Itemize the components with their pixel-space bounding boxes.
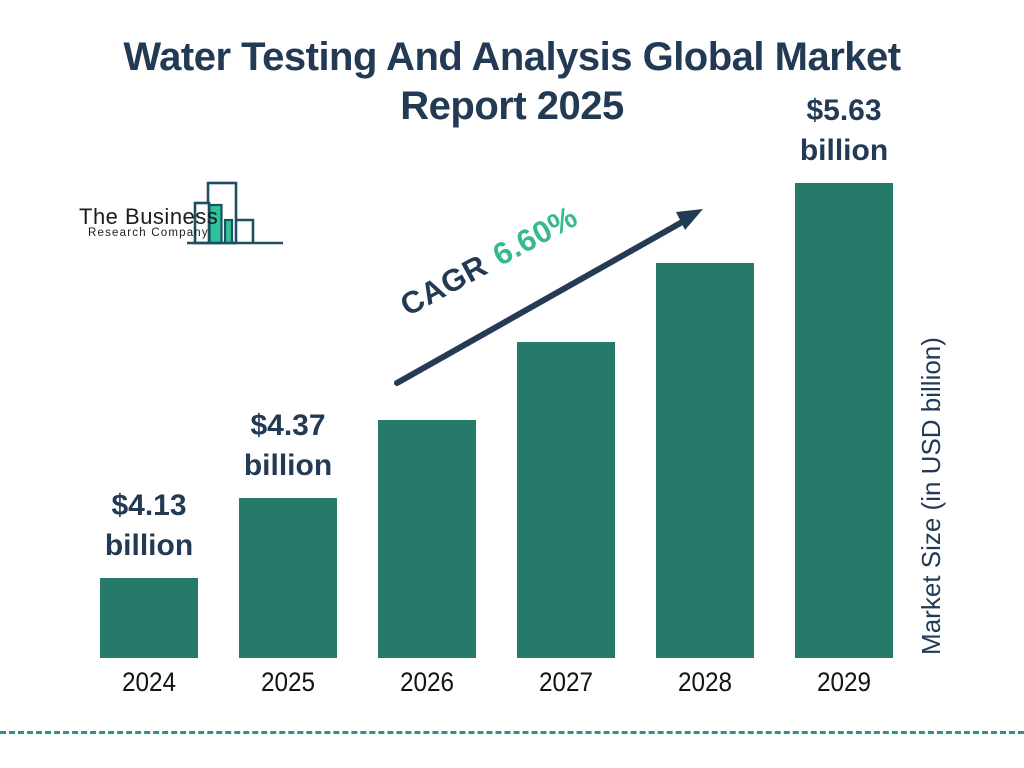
y-axis-label: Market Size (in USD billion) xyxy=(916,337,946,655)
bar-2028 xyxy=(656,263,754,658)
logo-text-line2: Research Company xyxy=(88,227,209,239)
x-tick-2027: 2027 xyxy=(538,667,594,697)
x-tick-2028: 2028 xyxy=(677,667,733,697)
bar-2025 xyxy=(239,498,337,658)
bar-group-2026: 2026 xyxy=(378,420,476,697)
bottom-dashed-divider xyxy=(0,731,1024,734)
x-tick-2029: 2029 xyxy=(816,667,872,697)
x-tick-2026: 2026 xyxy=(399,667,455,697)
bar-group-2024: $4.13 billion 2024 xyxy=(100,486,198,697)
cagr-label: CAGR xyxy=(394,247,494,323)
bar-2024 xyxy=(100,578,198,658)
x-tick-2024: 2024 xyxy=(121,667,177,697)
bar-group-2027: 2027 xyxy=(517,342,615,697)
logo-text-line1: The Business xyxy=(79,204,219,229)
cagr-value: 6.60% xyxy=(486,198,584,273)
bar-2027 xyxy=(517,342,615,658)
cagr-annotation: CAGR6.60% xyxy=(394,199,583,324)
logo-bars-icon xyxy=(187,181,283,245)
bar-group-2025: $4.37 billion 2025 xyxy=(239,406,337,697)
page-title-line1: Water Testing And Analysis Global Market xyxy=(123,35,901,79)
bar-group-2028: 2028 xyxy=(656,263,754,697)
page-title: Water Testing And Analysis Global Market… xyxy=(0,33,1024,131)
bar-group-2029: $5.63 billion 2029 xyxy=(795,91,893,697)
bar-value-label: $4.37 billion xyxy=(243,409,333,482)
page-title-line2: Report 2025 xyxy=(400,84,624,128)
bar-2029 xyxy=(795,183,893,658)
bar-value-label: $4.13 billion xyxy=(104,489,194,562)
bar-2026 xyxy=(378,420,476,658)
bar-value-label: $5.63 billion xyxy=(799,94,889,167)
x-tick-2025: 2025 xyxy=(260,667,316,697)
company-logo: The Business Research Company xyxy=(75,175,290,253)
